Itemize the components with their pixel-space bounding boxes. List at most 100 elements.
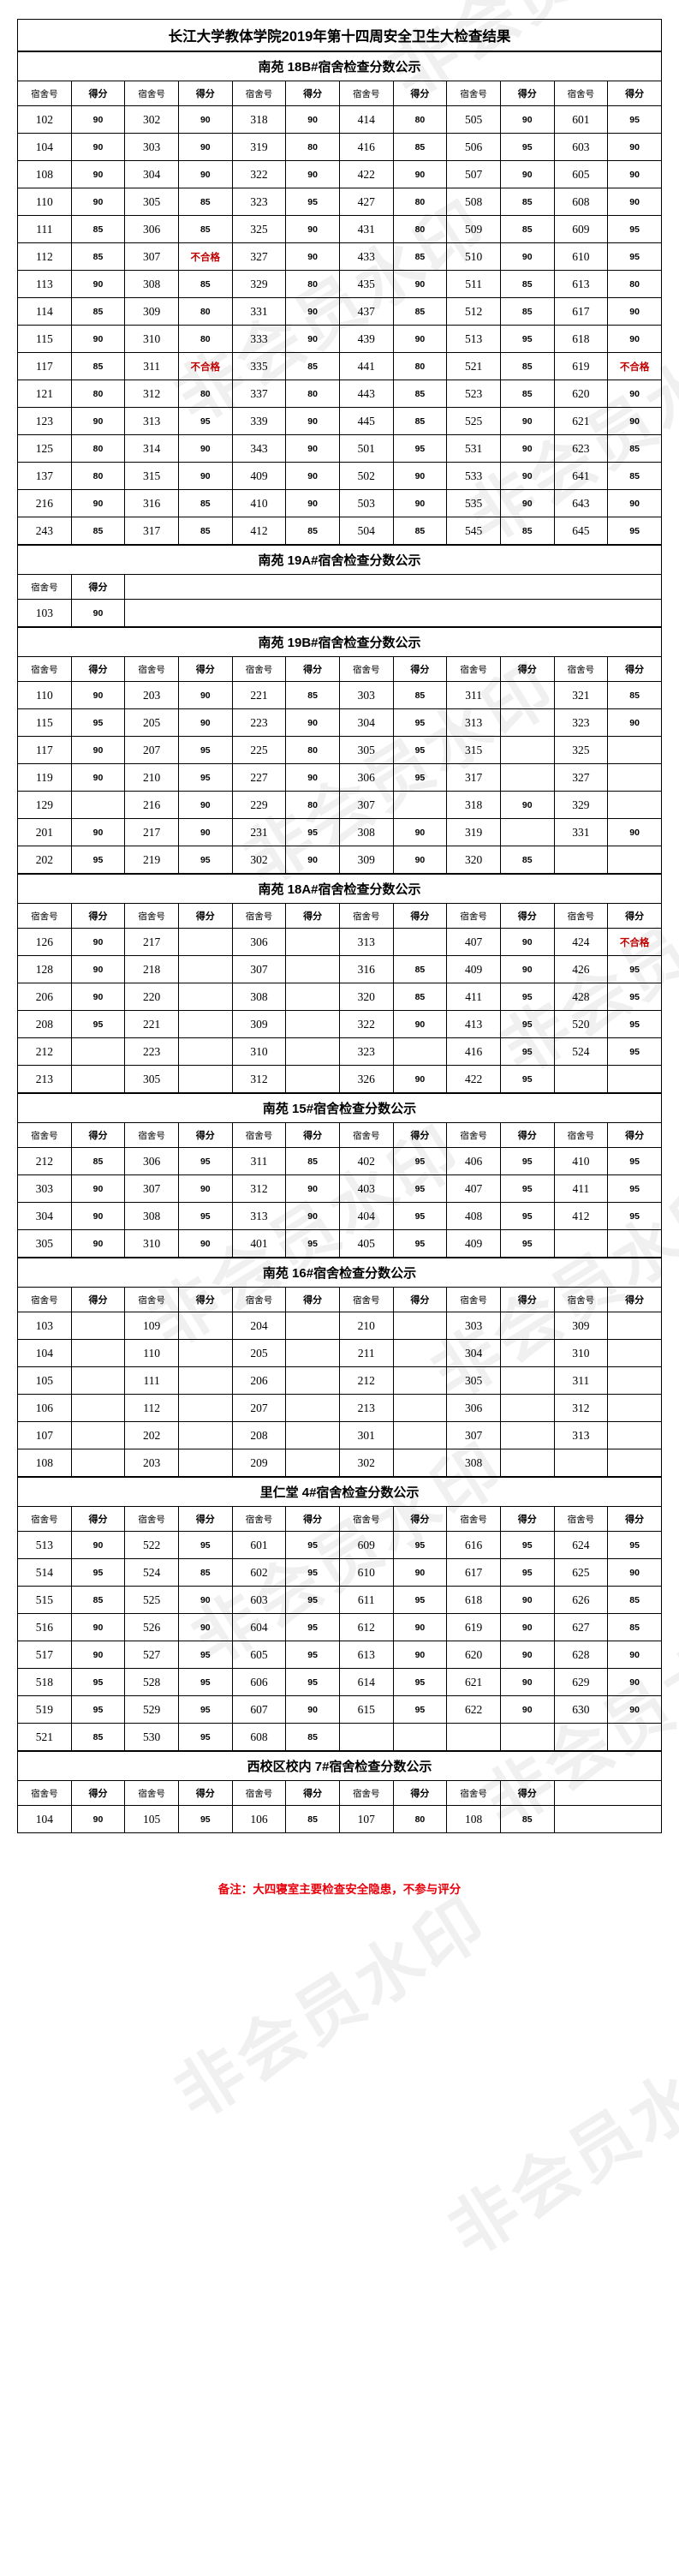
room-number-cell: 618: [446, 1586, 501, 1614]
score-cell: 90: [392, 1010, 448, 1038]
room-number-cell: 511: [446, 270, 501, 298]
table-row: 123 90 313 95 339 90 445 85 525 90 621 90: [17, 407, 662, 435]
score-cell: 85: [70, 352, 126, 380]
header-room-number: 宿舍号: [17, 656, 72, 682]
score-cell: [177, 1366, 233, 1395]
header-score: 得分: [70, 574, 126, 600]
score-cell: 90: [607, 325, 662, 353]
score-cell: 90: [177, 681, 233, 709]
room-number-cell: 622: [446, 1695, 501, 1724]
section-title-row: 南苑 15#宿舍检查分数公示: [17, 1093, 662, 1123]
room-number-cell: 412: [553, 1202, 609, 1230]
room-number-cell: 313: [124, 407, 179, 435]
room-number-cell: 221: [231, 681, 287, 709]
room-number-cell: 105: [124, 1805, 179, 1833]
score-cell: 95: [177, 1147, 233, 1175]
score-cell: 85: [607, 434, 662, 463]
score-cell: 95: [177, 1723, 233, 1751]
score-cell: 90: [607, 818, 662, 846]
room-number-cell: 528: [124, 1668, 179, 1696]
room-number-cell: 220: [124, 983, 179, 1011]
score-cell: 95: [392, 1174, 448, 1203]
score-cell: 90: [607, 1558, 662, 1587]
score-cell: 90: [70, 1805, 126, 1833]
table-row: 518 95 528 95 606 95 614 95 621 90 629 90: [17, 1668, 662, 1696]
score-cell: 85: [70, 215, 126, 243]
header-room-number: 宿舍号: [338, 1287, 394, 1312]
score-cell: 90: [177, 791, 233, 819]
header-score: 得分: [70, 1506, 126, 1532]
score-cell: 85: [285, 681, 340, 709]
score-cell: [285, 1449, 340, 1477]
score-cell: [177, 955, 233, 983]
score-cell: [70, 1366, 126, 1395]
room-number-cell: 223: [231, 708, 287, 737]
room-number-cell: 106: [17, 1394, 72, 1422]
score-cell: 90: [607, 133, 662, 161]
section-title: 南苑 18B#宿舍检查分数公示: [17, 51, 662, 81]
room-number-cell: 515: [17, 1586, 72, 1614]
header-room-number: 宿舍号: [446, 81, 501, 106]
score-cell: [607, 1229, 662, 1258]
room-number-cell: 620: [553, 380, 609, 408]
header-room-number: 宿舍号: [17, 903, 72, 929]
score-cell: 95: [607, 1174, 662, 1203]
room-number-cell: 319: [446, 818, 501, 846]
score-cell: [285, 1339, 340, 1367]
score-cell: [392, 791, 448, 819]
score-cell: 85: [499, 188, 555, 216]
room-number-cell: 104: [17, 1339, 72, 1367]
room-number-cell: 316: [124, 489, 179, 517]
room-number-cell: 621: [446, 1668, 501, 1696]
room-number-cell: 624: [553, 1531, 609, 1559]
room-number-cell: 333: [231, 325, 287, 353]
room-number-cell: 225: [231, 736, 287, 764]
header-room-number: 宿舍号: [124, 656, 179, 682]
room-number-cell: 303: [338, 681, 394, 709]
room-number-cell: 335: [231, 352, 287, 380]
score-cell: 85: [499, 517, 555, 545]
score-cell: 90: [607, 708, 662, 737]
room-number-cell: 410: [553, 1147, 609, 1175]
room-number-cell: 121: [17, 380, 72, 408]
room-number-cell: 203: [124, 681, 179, 709]
section-table: 南苑 18B#宿舍检查分数公示 宿舍号 得分 宿舍号 得分 宿舍号 得分 宿舍号 得分 宿舍号 得分…: [17, 51, 662, 545]
room-number-cell: 205: [231, 1339, 287, 1367]
room-number-cell: 201: [17, 818, 72, 846]
score-cell: [607, 763, 662, 792]
room-number-cell: 602: [231, 1558, 287, 1587]
room-number-cell: 229: [231, 791, 287, 819]
score-cell: 95: [607, 1147, 662, 1175]
table-row: 208 95 221 309 322 90 413 95 520 95: [17, 1010, 662, 1038]
score-cell: 85: [70, 1723, 126, 1751]
column-header-row: 宿舍号 得分 宿舍号 得分 宿舍号 得分 宿舍号 得分 宿舍号 得分 宿舍号 得分: [17, 656, 662, 682]
header-room-number: 宿舍号: [553, 656, 609, 682]
score-cell: 90: [177, 1586, 233, 1614]
score-cell: 90: [392, 818, 448, 846]
room-number-cell: 108: [17, 160, 72, 188]
room-number-cell: 310: [231, 1037, 287, 1066]
header-score: 得分: [70, 1287, 126, 1312]
room-number-cell: 402: [338, 1147, 394, 1175]
room-number-cell: 311: [553, 1366, 609, 1395]
section-table: 南苑 19B#宿舍检查分数公示 宿舍号 得分 宿舍号 得分 宿舍号 得分 宿舍号 得分 宿舍号 得分…: [17, 627, 662, 874]
score-cell: [177, 928, 233, 956]
room-number-cell: 207: [124, 736, 179, 764]
room-number-cell: 519: [17, 1695, 72, 1724]
room-number-cell: 111: [124, 1366, 179, 1395]
room-number-cell: 411: [553, 1174, 609, 1203]
score-cell: [392, 1394, 448, 1422]
table-row: 216 90 316 85 410 90 503 90 535 90 643 90: [17, 489, 662, 517]
score-cell-fail: 不合格: [177, 352, 233, 380]
table-row: 115 95 205 90 223 90 304 95 313 323 90: [17, 708, 662, 737]
header-room-number: 宿舍号: [124, 1122, 179, 1148]
header-room-number: 宿舍号: [17, 81, 72, 106]
score-cell: 95: [607, 517, 662, 545]
score-cell: 95: [499, 1229, 555, 1258]
table-row: 212 85 306 95 311 85 402 95 406 95 410 95: [17, 1147, 662, 1175]
room-number-cell: 327: [553, 763, 609, 792]
room-number-cell: 308: [446, 1449, 501, 1477]
score-cell: 95: [177, 846, 233, 874]
score-cell: 90: [177, 818, 233, 846]
header-room-number: 宿舍号: [446, 656, 501, 682]
